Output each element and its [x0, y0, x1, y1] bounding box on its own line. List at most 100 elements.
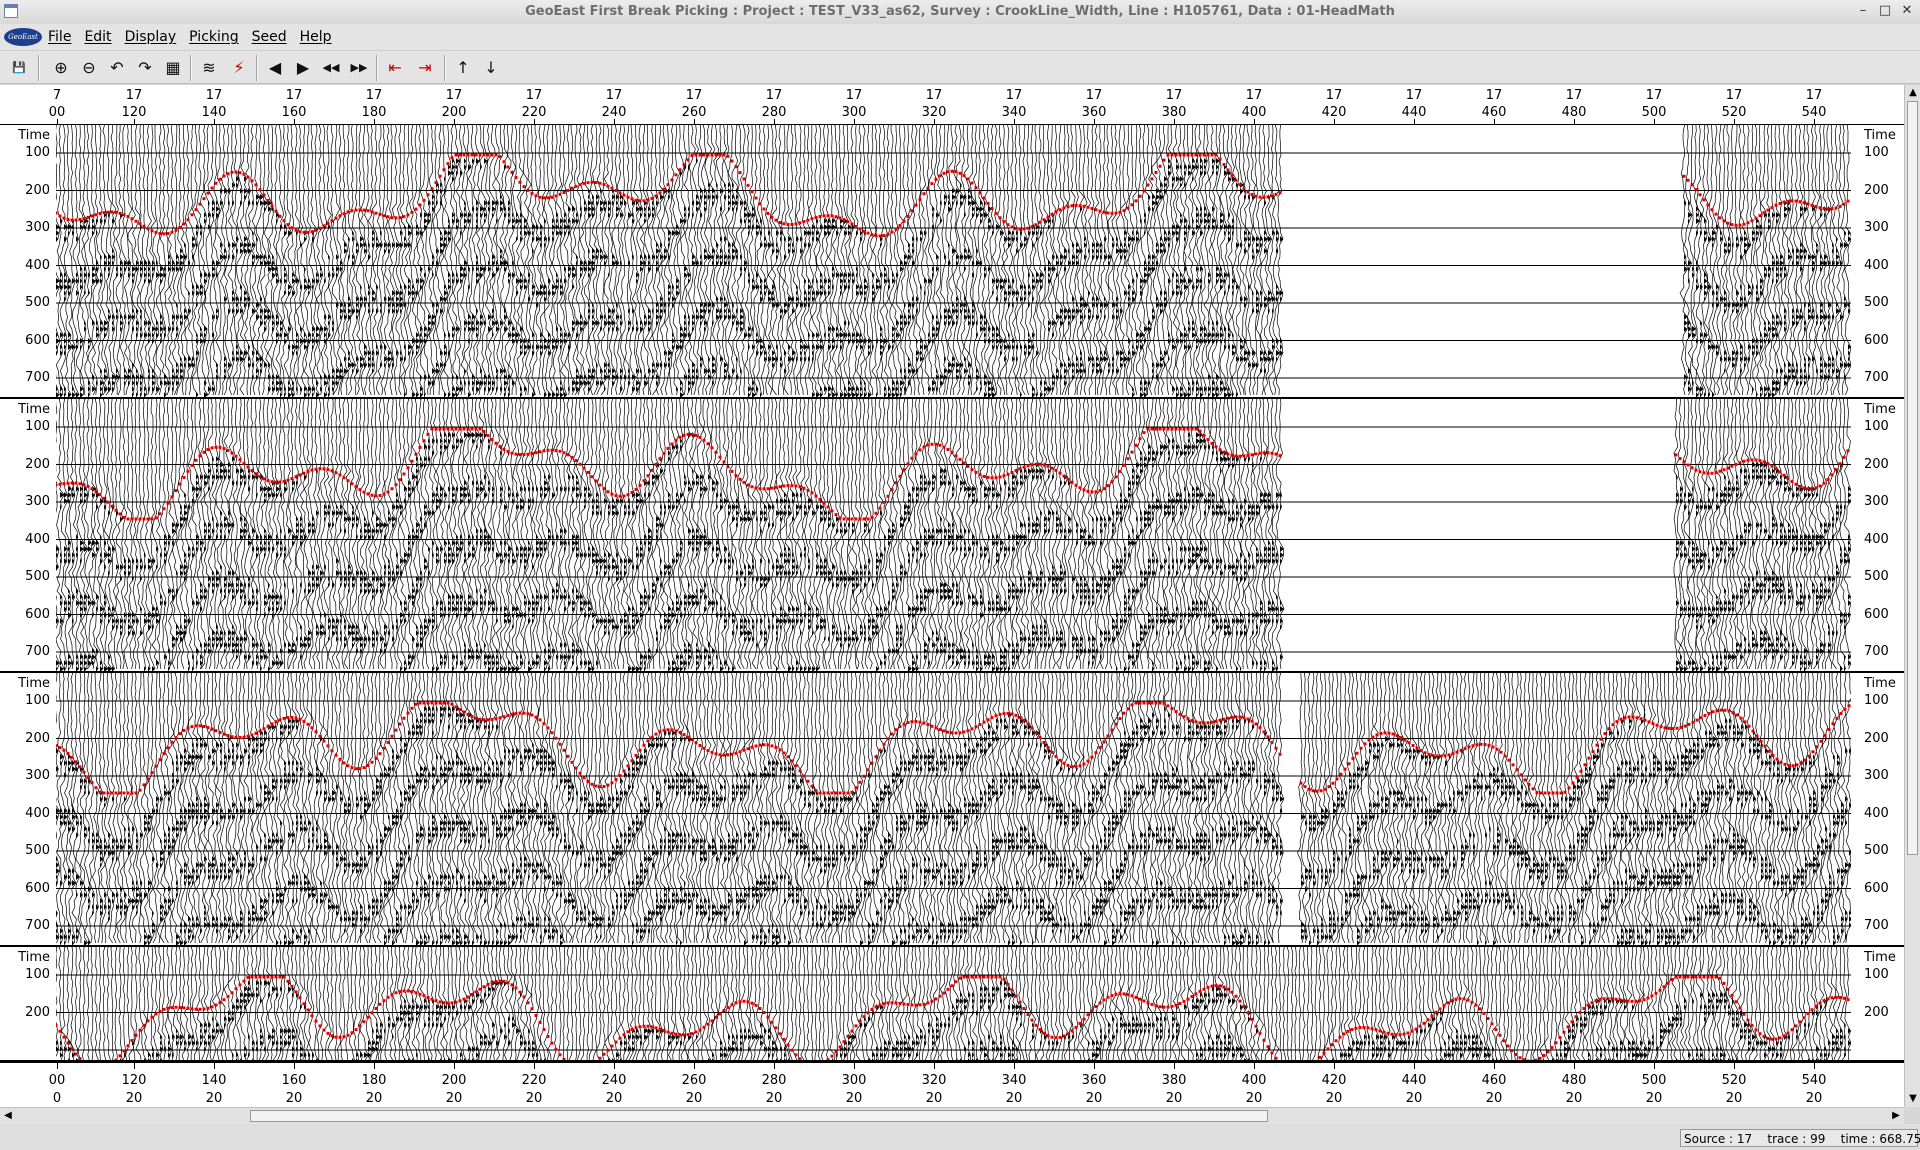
axis-tick-label: 360	[1081, 1073, 1107, 1088]
axis-tick-label: 17	[1645, 88, 1663, 103]
time-tick-label: 500	[25, 843, 50, 858]
time-tick-label: 100	[1864, 967, 1889, 982]
axis-tick-label: 500	[1641, 105, 1667, 120]
time-tick-label: 300	[1864, 494, 1889, 509]
shift-right-icon[interactable]: ⇥	[418, 57, 432, 77]
vertical-scroll-thumb[interactable]	[1907, 101, 1918, 855]
seismic-traces[interactable]	[56, 947, 1851, 1062]
axis-tick-label: 300	[841, 105, 867, 120]
timing-lines	[56, 152, 1851, 379]
pick-mode-icon[interactable]: ⚡	[233, 57, 245, 77]
menu-file[interactable]: File	[48, 29, 72, 45]
axis-tick-label: 20	[605, 1091, 623, 1106]
time-tick-label: 500	[25, 295, 50, 310]
time-tick-label: 100	[1864, 145, 1889, 160]
axis-tick-label: 20	[445, 1091, 463, 1106]
shift-left-icon[interactable]: ⇤	[388, 57, 402, 77]
seismic-traces[interactable]	[56, 125, 1851, 399]
move-down-icon[interactable]: ↓	[484, 57, 498, 77]
horizontal-scroll-thumb[interactable]	[250, 1110, 1268, 1122]
time-tick-label: 200	[1864, 1004, 1889, 1020]
time-tick-label: 400	[1864, 531, 1889, 547]
wiggle-traces	[56, 947, 1851, 1060]
zoom-out-icon[interactable]: ⊖	[82, 57, 96, 77]
axis-tick-label: 17	[125, 88, 143, 103]
last-icon[interactable]: ▶▶	[350, 60, 368, 74]
vertical-scrollbar[interactable]: ▲ ▼	[1904, 85, 1920, 1107]
axis-tick-label: 380	[1161, 1073, 1187, 1088]
move-up-icon[interactable]: ↑	[456, 57, 470, 77]
menu-seed[interactable]: Seed	[251, 29, 287, 45]
timing-lines	[56, 974, 1851, 1051]
menu-edit[interactable]: Edit	[84, 29, 112, 45]
minimize-button[interactable]: –	[1859, 3, 1867, 18]
time-tick-label: 200	[1864, 456, 1889, 472]
time-tick-label: 600	[1864, 606, 1889, 622]
axis-tick-label: 400	[1241, 105, 1267, 120]
scroll-down-icon[interactable]: ▼	[1909, 1093, 1917, 1104]
seismic-display[interactable]: Time 100 200 300 400 500 600 700 Time 100 200 300 40…	[0, 125, 1904, 1062]
axis-tick-label: 17	[685, 88, 703, 103]
redo-icon[interactable]: ↷	[138, 57, 152, 77]
axis-tick-label: 320	[921, 1073, 947, 1088]
axis-tick-label: 20	[285, 1091, 303, 1106]
save-icon[interactable]: 💾	[12, 60, 26, 74]
axis-tick-label: 17	[445, 88, 463, 103]
menu-bar: GeoEast File Edit Display Picking Seed H…	[0, 24, 1920, 50]
axis-tick-label: 20	[685, 1091, 703, 1106]
scroll-up-icon[interactable]: ▲	[1909, 87, 1917, 98]
axis-tick-label: 540	[1801, 105, 1827, 120]
time-axis-title: Time	[1864, 950, 1896, 965]
seismic-panel[interactable]: Time 100 200 Time 100 200	[0, 947, 1904, 1062]
time-axis-title: Time	[1864, 402, 1896, 417]
time-tick-label: 500	[1864, 843, 1889, 858]
axis-tick-label: 20	[125, 1091, 143, 1106]
close-button[interactable]: ✕	[1901, 3, 1913, 18]
time-tick-label: 700	[25, 644, 50, 659]
axis-tick-label: 17	[1005, 88, 1023, 103]
seismic-panel[interactable]: Time 100 200 300 400 500 600 700 Time 100 200 300 40…	[0, 125, 1904, 399]
axis-tick-label: 17	[525, 88, 543, 103]
seismic-panel[interactable]: Time 100 200 300 400 500 600 700 Time 100 200 300 40…	[0, 399, 1904, 673]
axis-tick-label: 380	[1161, 105, 1187, 120]
status-time: time : 668.75	[1840, 1132, 1920, 1146]
menu-help[interactable]: Help	[299, 29, 332, 45]
time-tick-label: 400	[1864, 257, 1889, 273]
grid-icon[interactable]: ▦	[165, 57, 181, 77]
seismic-traces[interactable]	[56, 399, 1851, 673]
time-axis-title: Time	[18, 950, 50, 965]
scroll-left-icon[interactable]: ◀	[4, 1110, 12, 1121]
seismic-panel[interactable]: Time 100 200 300 400 500 600 700 Time 100 200 300 40…	[0, 673, 1904, 947]
time-tick-label: 600	[1864, 880, 1889, 896]
menu-picking[interactable]: Picking	[189, 29, 239, 45]
axis-tick-label: 17	[1725, 88, 1743, 103]
horizontal-scrollbar[interactable]: ◀ ▶	[0, 1107, 1904, 1124]
time-axis-title: Time	[18, 676, 50, 691]
zoom-in-icon[interactable]: ⊕	[54, 57, 68, 77]
time-axis-title: Time	[1864, 128, 1896, 143]
next-icon[interactable]: ▶	[296, 57, 310, 77]
axis-tick-label: 180	[361, 105, 387, 120]
status-bar: Source : 17 trace : 99 time : 668.75	[0, 1124, 1920, 1150]
axis-tick-label: 17	[1325, 88, 1343, 103]
time-tick-label: 700	[1864, 370, 1889, 385]
first-break-picks	[56, 701, 1851, 795]
axis-tick-label: 20	[1405, 1091, 1423, 1106]
axis-tick-label: 0	[52, 1091, 62, 1106]
trace-axis-bottom: 00 120 140 160 180 200 220 240 260 280 300 320 340 36…	[0, 1062, 1904, 1107]
undo-icon[interactable]: ↶	[110, 57, 124, 77]
axis-tick-label: 440	[1401, 105, 1427, 120]
axis-tick-label: 00	[48, 1073, 66, 1088]
axis-tick-label: 440	[1401, 1073, 1427, 1088]
axis-tick-label: 17	[1485, 88, 1503, 103]
seismic-traces[interactable]	[56, 673, 1851, 947]
menu-display[interactable]: Display	[124, 29, 177, 45]
previous-icon[interactable]: ◀	[268, 57, 282, 77]
status-trace: trace : 99	[1767, 1132, 1826, 1146]
axis-tick-label: 20	[1005, 1091, 1023, 1106]
scroll-right-icon[interactable]: ▶	[1892, 1110, 1900, 1121]
wiggle-display-icon[interactable]: ≋	[202, 57, 216, 77]
axis-tick-label: 17	[1085, 88, 1103, 103]
maximize-button[interactable]: □	[1878, 3, 1892, 18]
first-icon[interactable]: ◀◀	[322, 60, 340, 74]
